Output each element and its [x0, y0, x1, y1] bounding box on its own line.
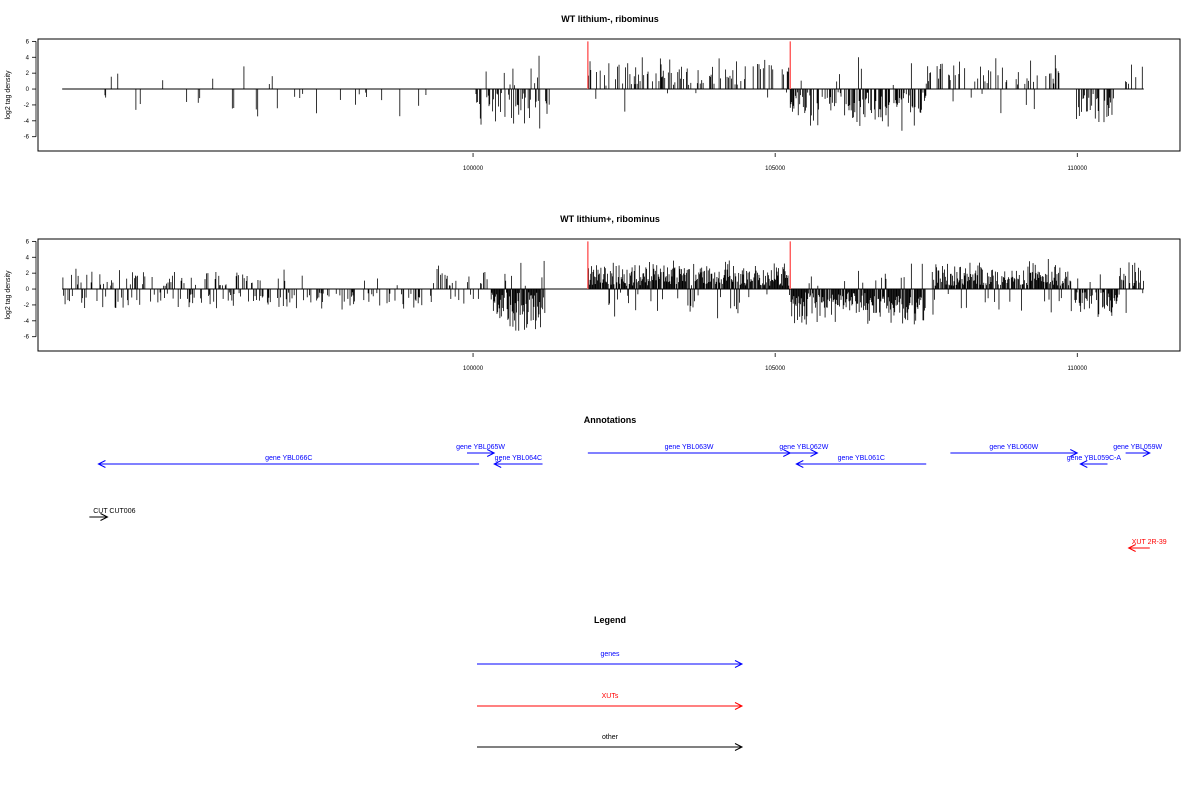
legend-items: genes XUTs other [477, 651, 744, 751]
feature-label: gene YBL065W [456, 444, 505, 451]
feature-label: gene YBL064C [495, 455, 542, 462]
feature-arrow [795, 460, 927, 468]
x-tick-label: 105000 [765, 366, 786, 372]
y-tick-label: -4 [24, 319, 30, 325]
arrow-head [1070, 449, 1079, 457]
coverage-bars [62, 41, 1144, 131]
y-axis-label: log2 tag density [5, 70, 12, 120]
y-axis: -6 -4 -2 0 2 4 6 [24, 39, 37, 141]
y-tick-label: -6 [24, 335, 30, 341]
legend: Legend genes XUTs other [477, 615, 744, 751]
x-tick-label: 110000 [1067, 166, 1087, 172]
feature-arrow [493, 460, 543, 468]
arrow-head [100, 513, 109, 521]
x-tick-label: 100000 [463, 166, 484, 172]
feature-label: CUT CUT006 [93, 508, 135, 515]
x-axis: 100000 105000 110000 [463, 353, 1088, 372]
legend-title: Legend [594, 615, 626, 625]
panel-title: WT lithium+, ribominus [560, 214, 660, 224]
legend-label: other [602, 734, 619, 741]
feature-arrow [790, 449, 819, 457]
y-tick-label: -4 [24, 119, 30, 125]
feature-label: gene YBL063W [665, 444, 714, 451]
arrow-head [1142, 449, 1151, 457]
feature-arrow [97, 460, 480, 468]
feature-label: gene YBL062W [779, 444, 828, 451]
coverage-panel-lithium-minus: WT lithium-, ribominus log2 tag density … [5, 14, 1181, 172]
feature-label: gene YBL061C [838, 455, 885, 462]
feature-arrow [1127, 544, 1150, 552]
legend-label: genes [600, 651, 620, 658]
feature-label: gene YBL060W [989, 444, 1038, 451]
arrow-head [795, 460, 804, 468]
arrow-head [734, 743, 744, 751]
y-axis-label: log2 tag density [5, 270, 12, 320]
feature-label: gene YBL059W [1113, 444, 1162, 451]
y-tick-label: -6 [24, 135, 30, 141]
plot-frame [37, 238, 1181, 352]
feature-arrow [1079, 460, 1108, 468]
x-tick-label: 105000 [765, 166, 786, 172]
y-tick-label: 6 [26, 239, 30, 245]
coverage-bars [62, 241, 1144, 331]
feature-arrow [950, 449, 1079, 457]
legend-arrow [477, 702, 744, 710]
plot-frame [37, 38, 1181, 152]
y-tick-label: 4 [26, 255, 30, 261]
x-tick-label: 110000 [1067, 366, 1087, 372]
arrow-head [734, 660, 744, 668]
x-axis: 100000 105000 110000 [463, 153, 1088, 172]
y-tick-label: 4 [26, 55, 30, 61]
legend-arrow [477, 660, 744, 668]
legend-label: XUTs [602, 693, 619, 700]
arrow-head [493, 460, 502, 468]
arrow-head [97, 460, 106, 468]
y-tick-label: 0 [26, 287, 30, 293]
y-axis: -6 -4 -2 0 2 4 6 [24, 239, 37, 341]
feature-arrows: gene YBL066C gene YBL065W gene YBL064C gene… [89, 444, 1167, 552]
feature-label: XUT 2R-39 [1132, 539, 1167, 546]
arrow-head [734, 702, 744, 710]
legend-arrow [477, 743, 744, 751]
feature-label: gene YBL066C [265, 455, 312, 462]
y-tick-label: -2 [24, 303, 30, 309]
y-tick-label: 0 [26, 87, 30, 93]
panel-title: WT lithium-, ribominus [561, 14, 659, 24]
annotations-title: Annotations [584, 415, 637, 425]
x-tick-label: 100000 [463, 366, 484, 372]
y-tick-label: 6 [26, 39, 30, 45]
y-tick-label: 2 [26, 271, 30, 277]
y-tick-label: 2 [26, 71, 30, 77]
feature-arrow [1125, 449, 1151, 457]
coverage-panel-lithium-plus: WT lithium+, ribominus log2 tag density … [5, 214, 1181, 372]
arrow-head [486, 449, 496, 457]
arrow-head [1127, 544, 1136, 552]
y-tick-label: -2 [24, 103, 30, 109]
feature-arrow [467, 449, 496, 457]
arrow-head [810, 449, 819, 457]
feature-label: gene YBL059C-A [1067, 455, 1122, 462]
arrow-head [1079, 460, 1088, 468]
feature-arrow [89, 513, 109, 521]
